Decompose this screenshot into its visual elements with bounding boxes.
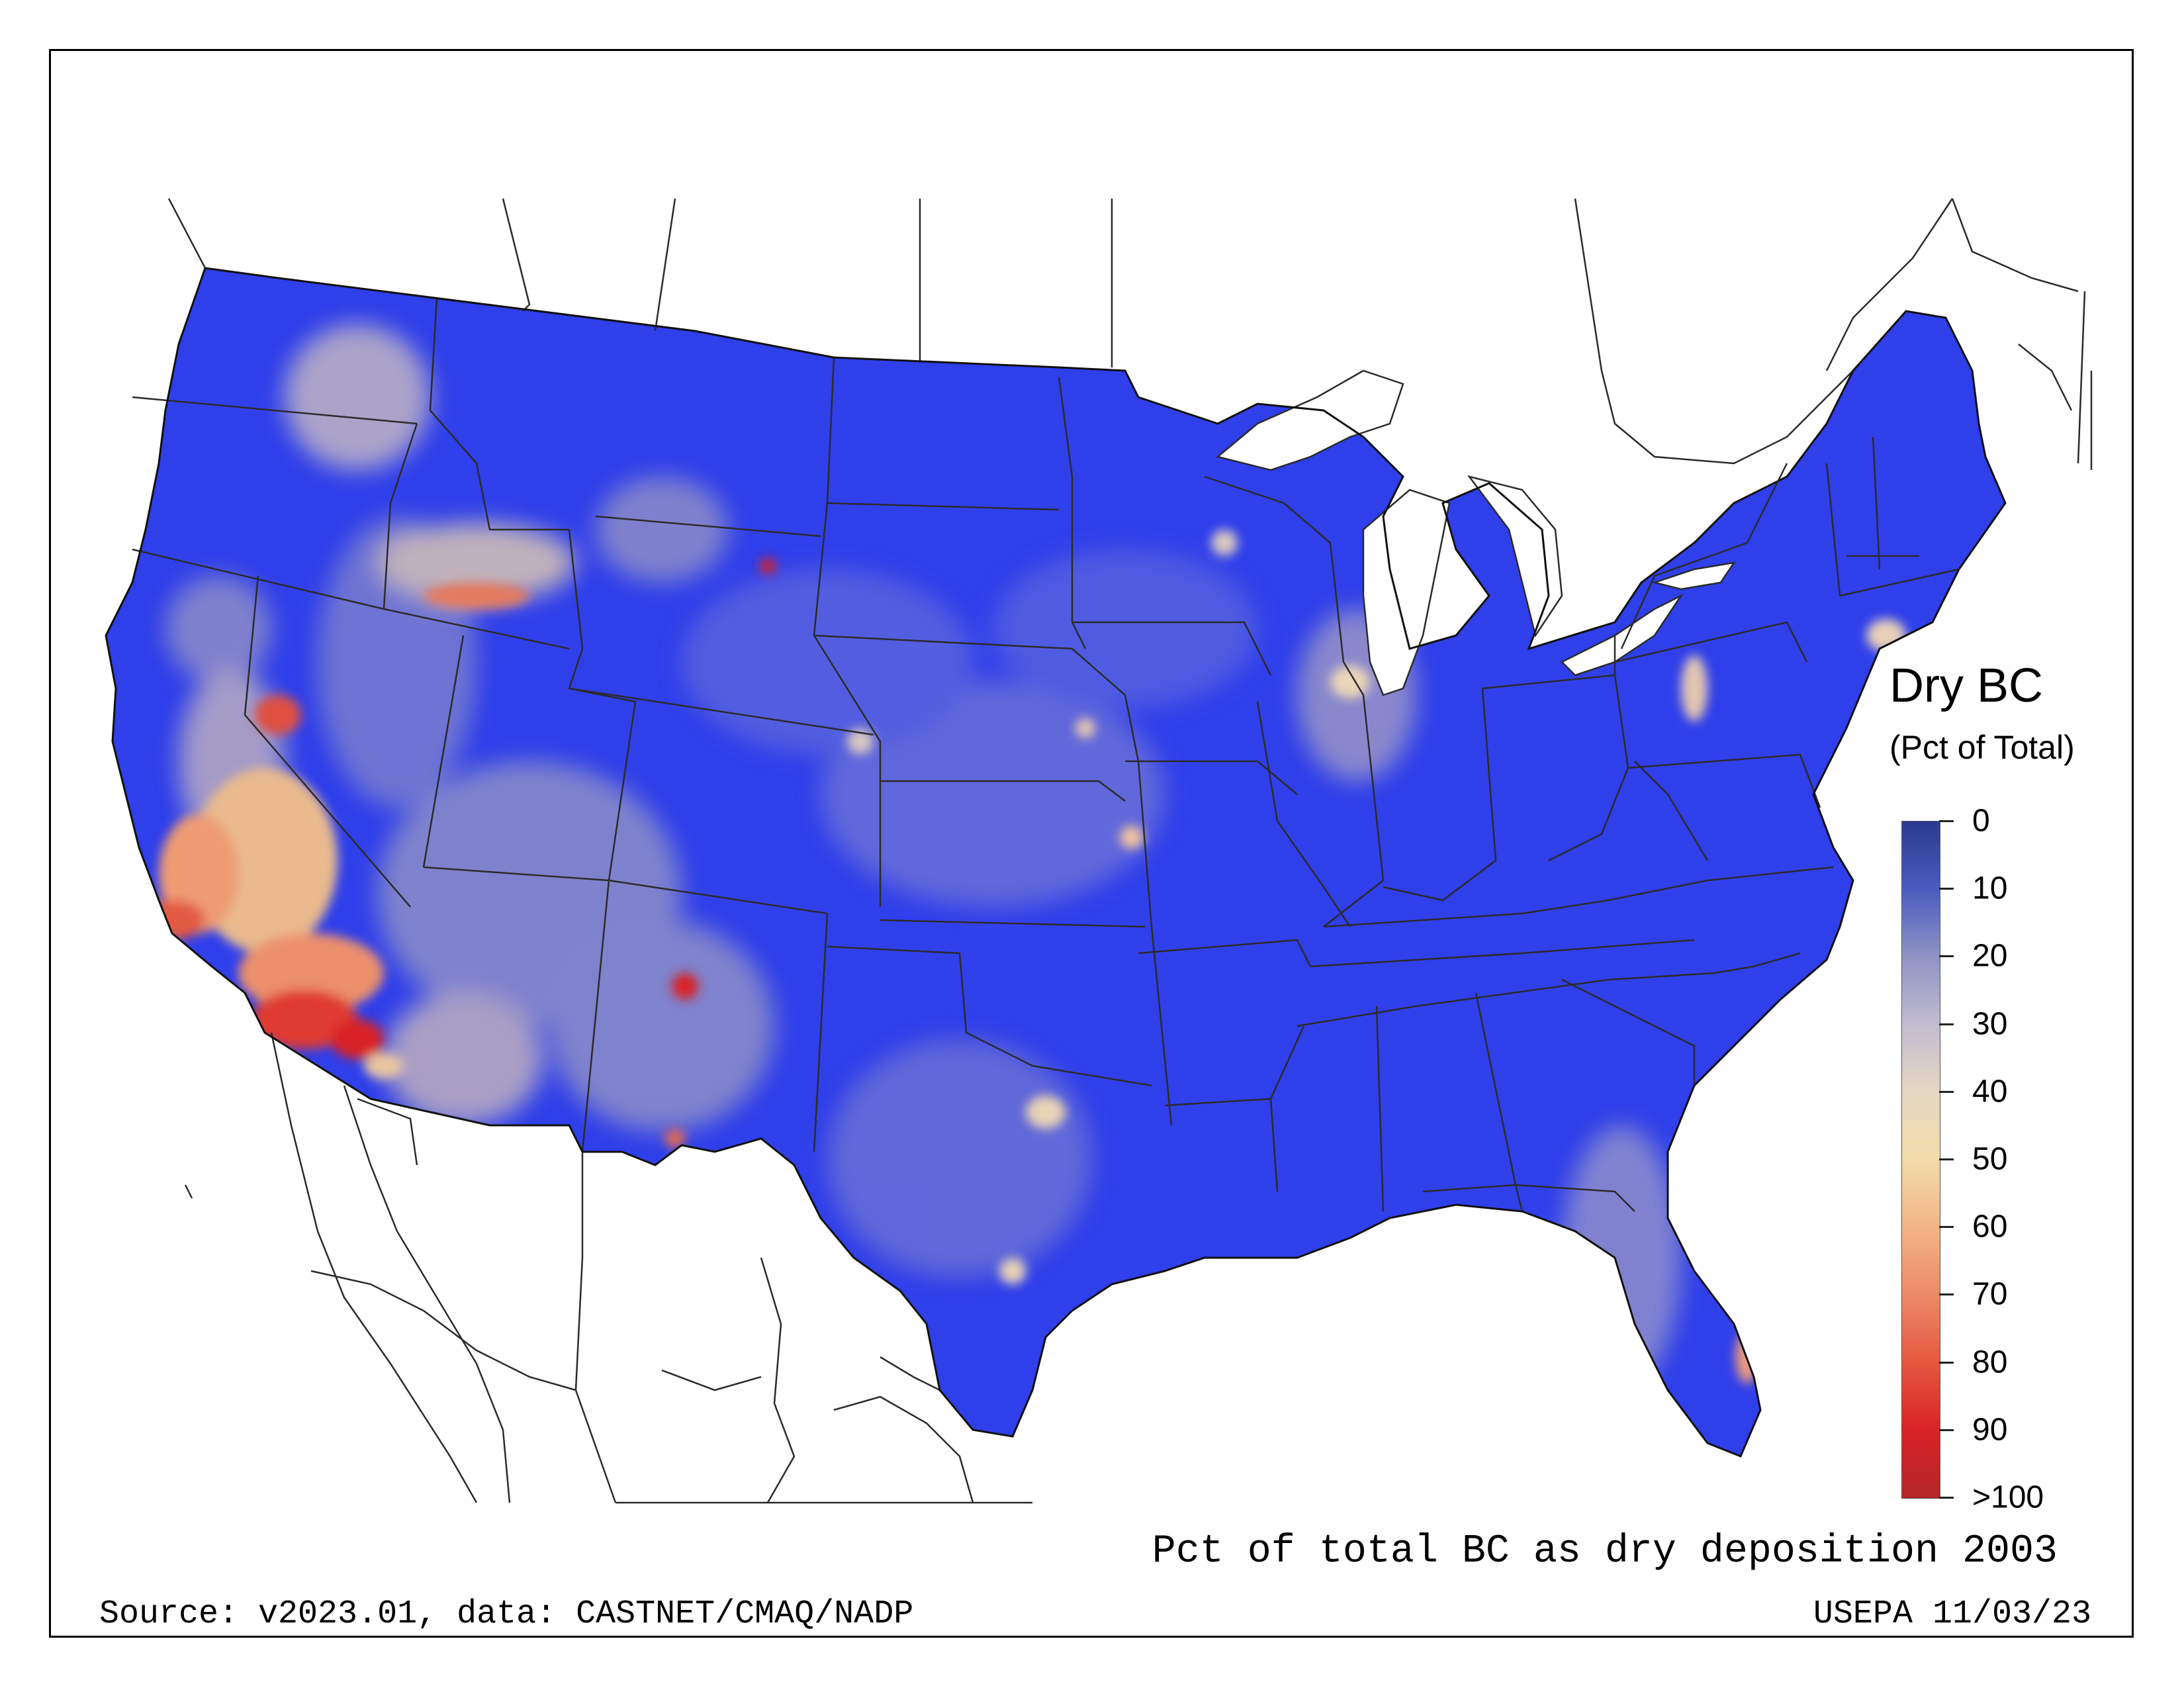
canada-coast (1620, 198, 2079, 649)
date-stamp: USEPA 11/03/23 (1813, 1595, 2091, 1633)
legend-tick-mark (1939, 1429, 1954, 1431)
legend-tick-label: 20 (1972, 938, 2008, 974)
legend-tick-label: >100 (1972, 1479, 2044, 1515)
source-note: Source: v2023.01, data: CASTNET/CMAQ/NAD… (99, 1595, 914, 1633)
legend-tick-mark (1939, 888, 1954, 890)
legend-tick-mark (1939, 1226, 1954, 1229)
legend-tick-label: 50 (1972, 1141, 2008, 1177)
legend-tick-label: 10 (1972, 870, 2008, 906)
legend-tick-label: 70 (1972, 1276, 2008, 1312)
legend-tick-mark (1939, 955, 1954, 958)
legend-title: Dry BC (1889, 659, 2043, 712)
legend-tick-mark (1939, 820, 1954, 822)
map-caption: Pct of total BC as dry deposition 2003 (1152, 1529, 2058, 1574)
great-lakes (1216, 369, 1736, 696)
legend-subtitle: (Pct of Total) (1889, 729, 2075, 766)
legend-tick-mark (1939, 1361, 1954, 1364)
legend-tick-mark (1939, 1293, 1954, 1296)
neighbor-boundaries (167, 198, 2093, 1504)
legend-tick-mark (1939, 1023, 1954, 1025)
legend-tick-label: 60 (1972, 1209, 2008, 1244)
legend-tick-mark (1939, 1497, 1954, 1499)
legend-colorbar (1901, 821, 1940, 1499)
legend-tick-label: 30 (1972, 1006, 2008, 1042)
legend-tick-label: 0 (1972, 803, 1990, 839)
legend-tick-mark (1939, 1090, 1954, 1093)
legend-tick-label: 80 (1972, 1344, 2008, 1380)
legend-tick-mark (1939, 1158, 1954, 1160)
legend-tick-label: 90 (1972, 1412, 2008, 1448)
legend-tick-label: 40 (1972, 1074, 2008, 1109)
state-boundaries (132, 297, 1960, 1212)
